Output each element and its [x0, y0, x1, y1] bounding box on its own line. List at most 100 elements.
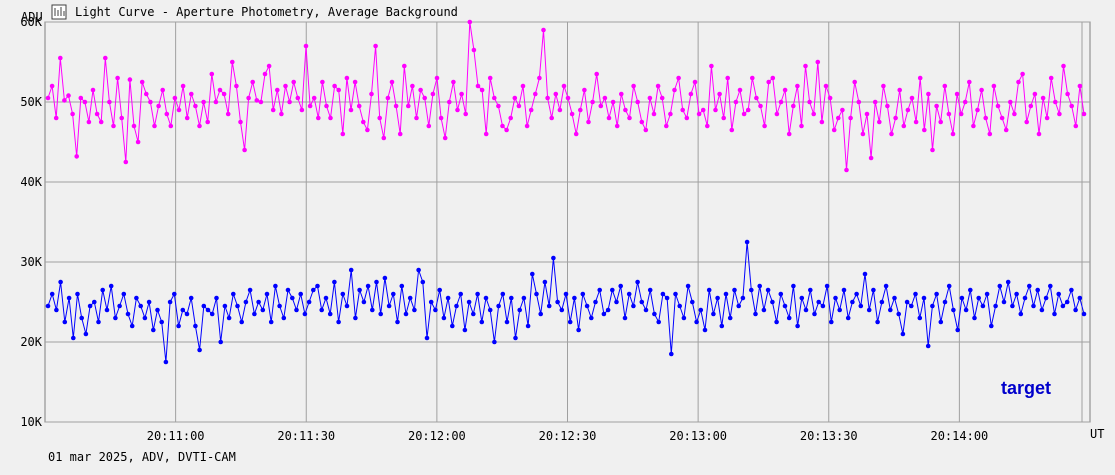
data-point — [715, 295, 720, 301]
data-point — [54, 307, 59, 313]
y-axis-ticks: 10K 20K 30K 40K 50K 60K — [20, 15, 42, 429]
data-point — [551, 255, 556, 261]
y-tick-label: 10K — [20, 415, 42, 429]
data-point — [786, 315, 792, 321]
data-point — [669, 351, 674, 357]
data-point — [258, 99, 264, 105]
grid — [45, 21, 1090, 423]
data-point — [749, 287, 754, 293]
data-point — [561, 83, 567, 89]
data-point — [786, 131, 792, 137]
data-point — [922, 127, 927, 133]
data-point — [741, 111, 747, 117]
data-point — [698, 307, 704, 313]
data-point — [270, 107, 276, 113]
data-point — [262, 71, 268, 77]
data-point — [352, 79, 358, 85]
data-point — [673, 291, 678, 297]
data-point — [685, 283, 691, 289]
data-point — [266, 63, 272, 69]
data-point — [905, 107, 911, 113]
data-point — [727, 315, 733, 321]
data-point — [463, 111, 469, 117]
data-point — [500, 123, 505, 129]
data-point — [942, 299, 948, 305]
data-point — [238, 119, 243, 125]
data-point — [214, 295, 219, 301]
data-point — [955, 327, 960, 333]
data-point — [151, 327, 156, 333]
data-point — [1001, 299, 1007, 305]
data-point — [1010, 303, 1015, 309]
data-point — [71, 335, 76, 341]
data-point — [643, 127, 649, 133]
data-point — [277, 303, 282, 309]
data-point — [946, 111, 952, 117]
data-point — [827, 95, 833, 101]
data-point — [509, 295, 514, 301]
data-point — [1081, 111, 1087, 117]
data-point — [391, 291, 396, 297]
data-point — [268, 319, 274, 325]
x-tick-label: 20:12:30 — [539, 429, 597, 443]
data-point — [877, 119, 882, 125]
data-point — [103, 55, 108, 61]
data-point — [357, 287, 362, 293]
data-point — [445, 295, 451, 301]
data-point — [545, 95, 550, 101]
data-point — [492, 95, 497, 101]
data-point — [235, 303, 240, 309]
data-point — [639, 299, 645, 305]
data-point — [430, 91, 436, 97]
data-point — [96, 319, 101, 325]
data-point — [113, 315, 118, 321]
data-point — [205, 307, 211, 313]
data-point — [909, 303, 914, 309]
data-point — [129, 323, 135, 329]
data-point — [496, 303, 501, 309]
data-point — [1061, 63, 1066, 69]
data-point — [361, 119, 366, 125]
data-point — [416, 267, 421, 273]
data-point — [234, 83, 239, 89]
data-point — [399, 283, 405, 289]
data-point — [184, 311, 190, 317]
data-point — [593, 299, 598, 305]
data-point — [1027, 283, 1032, 289]
data-point — [991, 83, 997, 89]
data-point — [854, 291, 859, 297]
data-point — [652, 311, 657, 317]
data-point — [938, 319, 944, 325]
chart-icon[interactable] — [51, 4, 67, 20]
data-point — [377, 115, 383, 121]
data-point — [319, 307, 325, 313]
data-point — [454, 303, 459, 309]
data-point — [193, 103, 198, 109]
data-point — [412, 307, 417, 313]
data-point — [864, 111, 870, 117]
data-point — [694, 319, 699, 325]
data-point — [225, 111, 231, 117]
data-point — [541, 27, 546, 33]
data-point — [471, 47, 477, 53]
data-point — [736, 303, 741, 309]
data-point — [1052, 311, 1057, 317]
data-point — [516, 103, 522, 109]
data-point — [938, 119, 943, 125]
data-point — [243, 299, 249, 305]
data-point — [1016, 79, 1021, 85]
data-point — [921, 295, 927, 301]
data-point — [221, 91, 227, 97]
data-point — [389, 79, 395, 85]
data-point — [972, 315, 977, 321]
data-point — [589, 315, 594, 321]
data-point — [422, 95, 428, 101]
data-point — [418, 87, 423, 93]
series-layer — [45, 19, 1087, 365]
data-point — [520, 83, 526, 89]
data-point — [217, 87, 223, 93]
data-point — [997, 283, 1003, 289]
data-point — [983, 115, 988, 121]
data-point — [841, 287, 847, 293]
data-point — [62, 319, 68, 325]
